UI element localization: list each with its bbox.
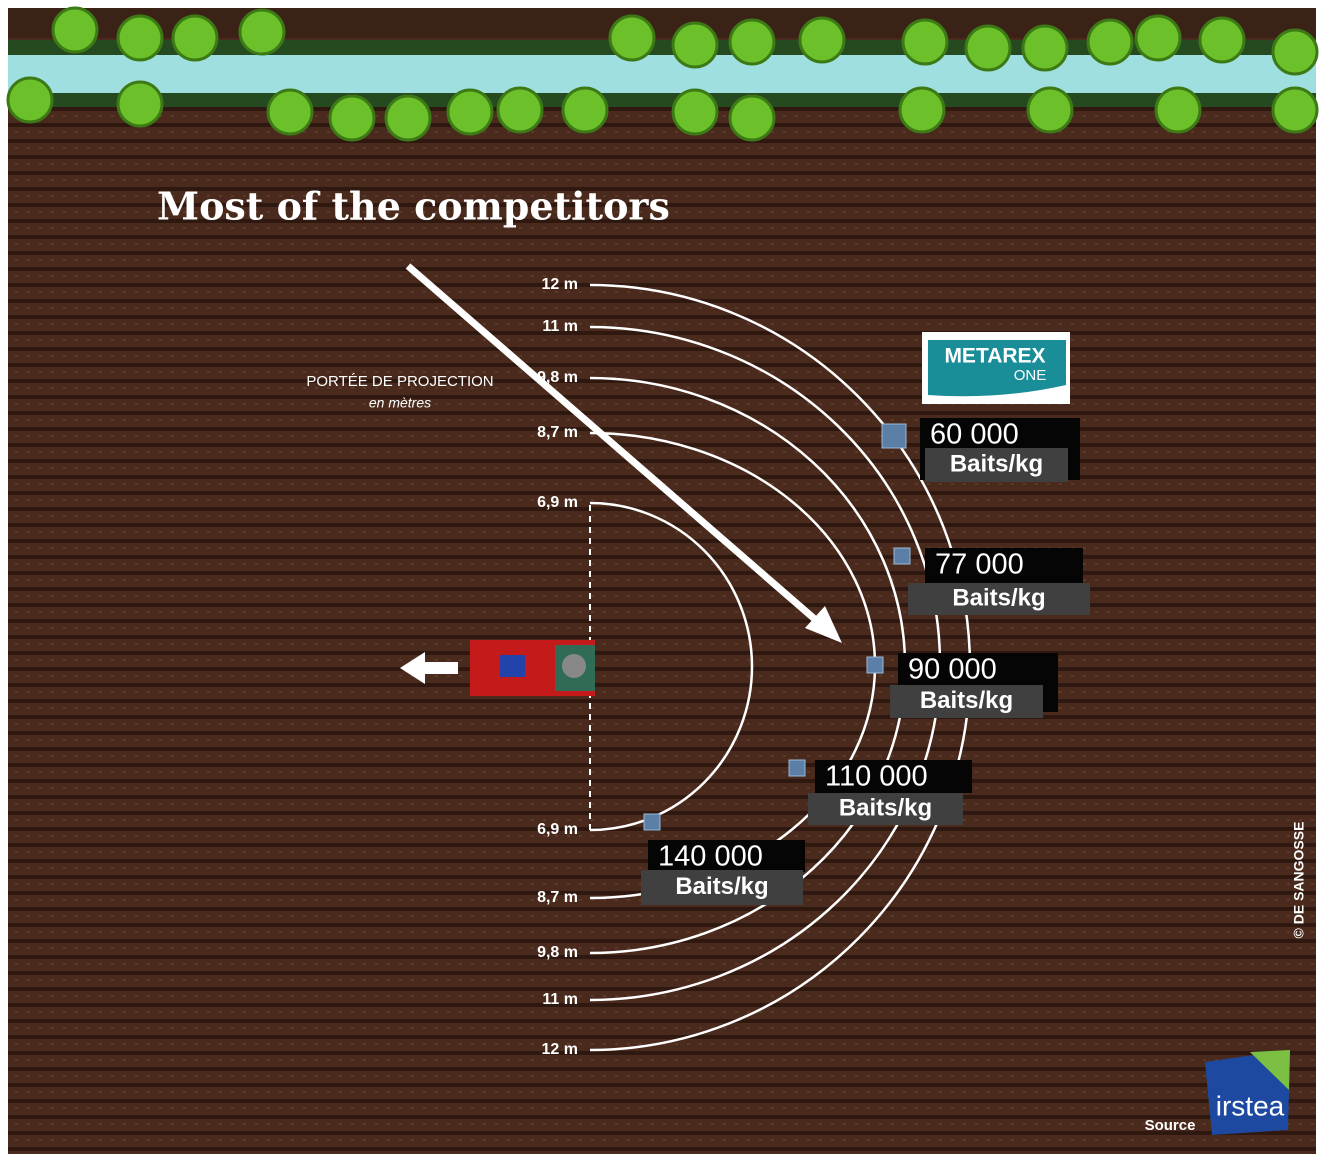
logo: METAREX ONE [922,332,1070,404]
tree [328,94,376,142]
logo-line: ONE [1014,367,1047,384]
legend-subtitle: en mètres [369,395,431,411]
tree [1086,18,1134,66]
tree [1198,16,1246,64]
tree [1154,86,1202,134]
source-org: irstea [1216,1090,1285,1121]
tree [1026,86,1074,134]
tree [608,14,656,62]
logo-brand: METAREX [944,345,1045,368]
tree [446,88,494,136]
tractor [470,640,595,696]
callout-unit: Baits/kg [920,687,1013,714]
field [8,8,1316,1154]
range-label-bottom: 8,7 m [537,889,578,906]
value-box [925,548,1083,583]
tree [238,8,286,56]
direction-arrow [400,652,458,684]
range-label-top: 9,8 m [537,369,578,386]
bait-dot [643,813,661,831]
bait-dot [866,656,884,674]
range-label-top: 8,7 m [537,424,578,441]
bait-dot [881,423,907,449]
unit-box [908,583,1090,615]
tree [1271,28,1319,76]
tree [1134,14,1182,62]
tree [384,94,432,142]
tree [171,14,219,62]
unit-box [890,685,1043,718]
range-label-top: 11 m [542,318,578,335]
unit-box [925,448,1068,482]
bait-dot [788,759,806,777]
tree [728,94,776,142]
tree [6,76,54,124]
range-label-top: 6,9 m [537,494,578,511]
arrow-head [805,606,842,643]
callout-value: 77 000 [935,549,1024,581]
callout-unit: Baits/kg [839,794,932,821]
bait-dot [893,547,911,565]
tree [671,21,719,69]
callout-unit: Baits/kg [952,584,1045,611]
tree [798,16,846,64]
callout-unit: Baits/kg [950,450,1043,477]
callout-value: 90 000 [908,654,997,686]
tree [728,18,776,66]
tree [1271,86,1319,134]
callout-unit: Baits/kg [675,873,768,900]
legend-title: PORTÉE DE PROJECTION [306,373,493,390]
tree [1021,24,1069,72]
tree [964,24,1012,72]
hedge [8,93,1316,107]
tree [116,14,164,62]
tree [671,88,719,136]
range-label-top: 12 m [542,276,578,293]
range-label-bottom: 6,9 m [537,821,578,838]
tree [901,18,949,66]
value-box [648,840,805,872]
callout-value: 60 000 [930,419,1019,451]
value-box [815,760,972,793]
irstea-logo [1205,1050,1290,1135]
unit-box [641,870,803,905]
tree [266,88,314,136]
headline: Most of the competitors [157,184,670,229]
tree [116,80,164,128]
unit-box [808,793,963,825]
source-label: Source [1145,1117,1196,1134]
range-arc [589,501,754,832]
tree [496,86,544,134]
tree [51,6,99,54]
range-label-bottom: 9,8 m [537,944,578,961]
tree [898,86,946,134]
pointer-arrow [405,263,828,631]
range-label-bottom: 12 m [542,1041,578,1058]
range-label-bottom: 11 m [542,991,578,1008]
callout-value: 110 000 [825,761,928,793]
callout-value: 140 000 [658,841,763,873]
credit: © DE SANGOSSE [1291,822,1307,939]
tree [561,86,609,134]
trees [6,6,1319,142]
